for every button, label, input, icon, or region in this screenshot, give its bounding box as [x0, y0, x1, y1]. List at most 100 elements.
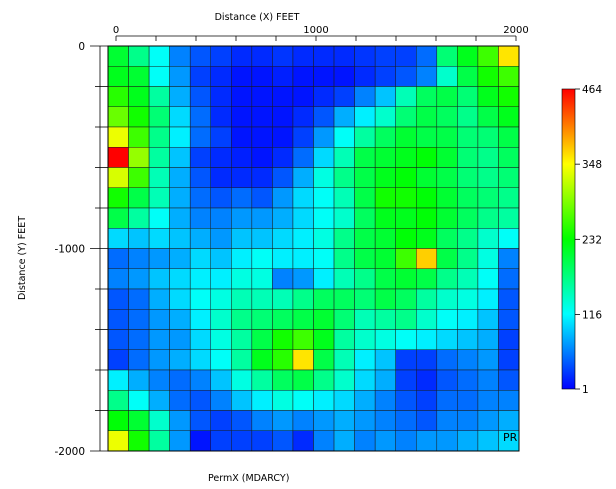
heatmap-cell [313, 126, 335, 148]
heatmap-cell [354, 288, 376, 310]
heatmap-cell [436, 390, 458, 411]
heatmap-cell [477, 187, 499, 209]
heatmap-cell [313, 349, 335, 371]
heatmap-cell [477, 207, 499, 229]
heatmap-cell [333, 106, 355, 128]
heatmap-cell [107, 66, 129, 87]
heatmap-cell [436, 147, 458, 168]
heatmap-cell [457, 329, 479, 350]
heatmap-cell [457, 309, 479, 330]
heatmap-cell [374, 288, 396, 310]
heatmap-cell [231, 369, 253, 391]
heatmap-cell [498, 248, 520, 269]
heatmap-cell [210, 187, 232, 209]
heatmap-cell [128, 288, 150, 310]
heatmap-cell [128, 349, 150, 371]
heatmap-cell [292, 309, 314, 330]
heatmap-cell [416, 369, 438, 391]
heatmap-cell [128, 248, 150, 269]
heatmap-cell [457, 167, 479, 188]
heatmap-cell [498, 187, 520, 209]
heatmap-cell [231, 309, 253, 330]
heatmap-cell [231, 228, 253, 249]
heatmap-cell [169, 248, 191, 269]
heatmap-cell [374, 147, 396, 168]
heatmap-cell [313, 66, 335, 87]
heatmap-cell [436, 187, 458, 209]
heatmap-grid [107, 45, 520, 452]
heatmap-cell [128, 126, 150, 148]
heatmap-cell [416, 45, 438, 67]
heatmap-cell [107, 228, 129, 249]
heatmap-cell [272, 228, 294, 249]
heatmap-cell [457, 147, 479, 168]
heatmap-cell [251, 268, 273, 290]
heatmap-cell [107, 207, 129, 229]
heatmap-cell [251, 167, 273, 188]
heatmap-cell [498, 349, 520, 371]
heatmap-cell [374, 329, 396, 350]
heatmap-cell [333, 187, 355, 209]
heatmap-cell [374, 86, 396, 107]
heatmap-cell [436, 369, 458, 391]
heatmap-cell [128, 430, 150, 452]
heatmap-cell [169, 390, 191, 411]
heatmap-cell [272, 106, 294, 128]
heatmap-cell [477, 268, 499, 290]
x-axis-title: Distance (X) FEET [215, 12, 300, 23]
heatmap-cell [333, 66, 355, 87]
heatmap-cell [148, 288, 170, 310]
heatmap-cell [313, 187, 335, 209]
heatmap-cell [498, 167, 520, 188]
heatmap-cell [251, 86, 273, 107]
heatmap-cell [477, 147, 499, 168]
heatmap-cell [148, 86, 170, 107]
heatmap-cell [374, 268, 396, 290]
heatmap-cell [436, 106, 458, 128]
heatmap-cell [169, 268, 191, 290]
heatmap-cell [107, 187, 129, 209]
heatmap-cell [436, 329, 458, 350]
heatmap-cell [272, 268, 294, 290]
heatmap-cell [333, 288, 355, 310]
heatmap-cell [107, 167, 129, 188]
heatmap-cell [457, 390, 479, 411]
heatmap-cell [354, 187, 376, 209]
heatmap-cell [498, 309, 520, 330]
heatmap-cell [210, 390, 232, 411]
heatmap-cell [148, 106, 170, 128]
heatmap-cell [189, 147, 211, 168]
heatmap-cell [457, 268, 479, 290]
heatmap-cell [272, 329, 294, 350]
heatmap-cell [210, 228, 232, 249]
heatmap-cell [169, 167, 191, 188]
heatmap-cell [107, 430, 129, 452]
heatmap-cell [436, 248, 458, 269]
heatmap-cell [292, 228, 314, 249]
heatmap-cell [169, 228, 191, 249]
heatmap-cell [210, 126, 232, 148]
heatmap-cell [107, 309, 129, 330]
heatmap-cell [189, 369, 211, 391]
heatmap-cell [477, 167, 499, 188]
heatmap-cell [189, 309, 211, 330]
heatmap-cell [148, 329, 170, 350]
y-tick-label: 0 [78, 41, 85, 53]
heatmap-cell [354, 430, 376, 452]
heatmap-cell [128, 207, 150, 229]
heatmap-cell [436, 430, 458, 452]
heatmap-cell [210, 86, 232, 107]
heatmap-cell [169, 126, 191, 148]
heatmap-cell [231, 268, 253, 290]
heatmap-cell [272, 390, 294, 411]
heatmap-cell [395, 369, 417, 391]
heatmap-cell [128, 187, 150, 209]
heatmap-cell [189, 45, 211, 67]
heatmap-cell [128, 147, 150, 168]
heatmap-cell [498, 268, 520, 290]
colorbar-ticks: 1 116 232 348 464 [575, 84, 602, 396]
heatmap-cell [457, 126, 479, 148]
heatmap-cell [436, 268, 458, 290]
heatmap-cell [354, 390, 376, 411]
heatmap-cell [374, 309, 396, 330]
